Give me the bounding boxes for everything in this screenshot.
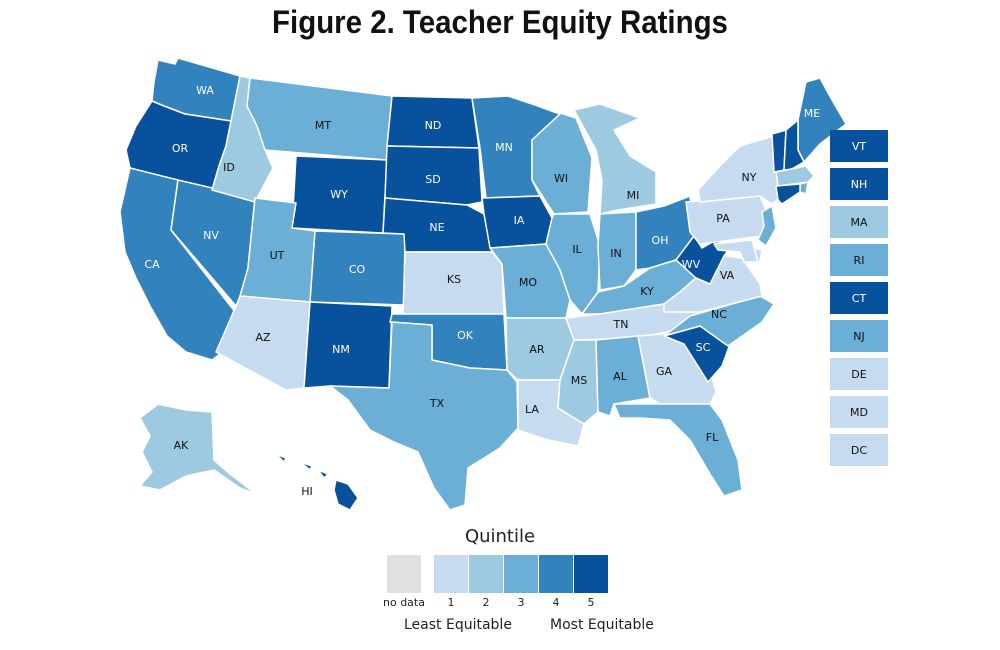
legend-tick-3: 3 [517, 596, 525, 609]
side-box-ma [830, 206, 888, 238]
state-hi [275, 453, 359, 511]
state-fl [613, 403, 743, 497]
state-label-ia: IA [514, 214, 525, 227]
state-nc [663, 295, 775, 347]
legend-tick-4: 4 [552, 596, 560, 609]
side-box-label-ma: MA [850, 216, 867, 229]
state-label-la: LA [525, 403, 539, 416]
legend-no-data-label: no data [383, 596, 425, 609]
state-mi [573, 103, 657, 215]
legend-swatch-2 [469, 555, 503, 593]
legend-swatch-4 [539, 555, 573, 593]
figure-title: Figure 2. Teacher Equity Ratings [272, 4, 728, 40]
legend-tick-2: 2 [482, 596, 490, 609]
state-ma [775, 165, 815, 187]
state-label-tx: TX [429, 397, 445, 410]
state-label-ca: CA [144, 258, 160, 271]
states-layer [119, 57, 847, 511]
side-box-ct [830, 282, 888, 314]
state-label-mt: MT [315, 119, 331, 132]
side-box-de [830, 358, 888, 390]
state-label-nd: ND [425, 119, 442, 132]
state-label-ga: GA [656, 365, 673, 378]
legend-swatch-no-data [387, 555, 421, 593]
state-labels-layer: WA OR CA NV ID MT WY UT AZ CO NM ND SD NE KS OK TX MN IA MO… [144, 84, 820, 498]
state-label-az: AZ [255, 331, 271, 344]
legend-high-label: Most Equitable [550, 617, 654, 633]
side-box-label-nh: NH [851, 178, 868, 191]
state-label-sd: SD [425, 173, 440, 186]
state-label-va: VA [720, 269, 735, 282]
state-label-me: ME [804, 107, 820, 120]
state-label-nm: NM [332, 343, 350, 356]
state-ri [799, 181, 809, 195]
state-label-fl: FL [706, 431, 719, 444]
side-box-label-nj: NJ [853, 330, 864, 343]
small-state-boxes: VT NH MA RI CT NJ DE MD DC [830, 130, 888, 466]
legend-tick-1: 1 [447, 596, 455, 609]
state-label-hi: HI [301, 485, 313, 498]
state-il [545, 213, 601, 315]
state-md [713, 239, 759, 263]
state-label-ut: UT [270, 249, 285, 262]
state-label-ms: MS [571, 374, 587, 387]
state-label-ky: KY [640, 285, 654, 298]
legend-swatch-3 [504, 555, 538, 593]
state-label-pa: PA [716, 212, 730, 225]
state-ct [775, 183, 801, 205]
state-label-ar: AR [529, 343, 545, 356]
state-label-il: IL [572, 243, 582, 256]
side-box-label-ct: CT [852, 292, 867, 305]
state-label-wy: WY [330, 188, 348, 201]
side-box-vt [830, 130, 888, 162]
state-label-wv: WV [682, 258, 701, 271]
side-box-nh [830, 168, 888, 200]
state-label-in: IN [610, 247, 621, 260]
legend-tick-5: 5 [587, 596, 595, 609]
state-label-mn: MN [495, 141, 513, 154]
state-label-ok: OK [457, 329, 474, 342]
state-ak [139, 403, 257, 495]
state-label-id: ID [223, 161, 235, 174]
state-label-mo: MO [519, 276, 537, 289]
state-label-wi: WI [554, 172, 568, 185]
legend-swatch-5 [574, 555, 608, 593]
legend-swatch-1 [434, 555, 468, 593]
side-box-dc [830, 434, 888, 466]
state-label-ak: AK [174, 439, 190, 452]
state-label-wa: WA [196, 84, 214, 97]
state-label-nv: NV [203, 229, 219, 242]
state-label-tn: TN [613, 318, 629, 331]
side-box-md [830, 396, 888, 428]
state-nj [757, 205, 777, 247]
state-label-sc: SC [696, 341, 711, 354]
state-label-ny: NY [742, 171, 757, 184]
side-box-label-ri: RI [854, 254, 865, 267]
state-label-ne: NE [429, 221, 444, 234]
state-ks [402, 251, 505, 315]
side-box-label-vt: VT [852, 140, 867, 153]
legend-title: Quintile [464, 526, 536, 547]
side-box-nj [830, 320, 888, 352]
state-label-al: AL [613, 370, 628, 383]
state-tx [329, 321, 519, 511]
side-box-label-dc: DC [851, 444, 867, 457]
side-box-label-md: MD [850, 406, 868, 419]
side-box-ri [830, 244, 888, 276]
state-label-ks: KS [447, 273, 461, 286]
side-box-label-de: DE [851, 368, 866, 381]
state-label-nc: NC [711, 308, 727, 321]
state-ny [697, 135, 783, 205]
state-sd [384, 145, 483, 206]
state-label-co: CO [349, 263, 366, 276]
state-label-mi: MI [627, 189, 640, 202]
state-label-or: OR [172, 142, 189, 155]
legend-low-label: Least Equitable [404, 617, 512, 633]
state-label-oh: OH [652, 234, 669, 247]
